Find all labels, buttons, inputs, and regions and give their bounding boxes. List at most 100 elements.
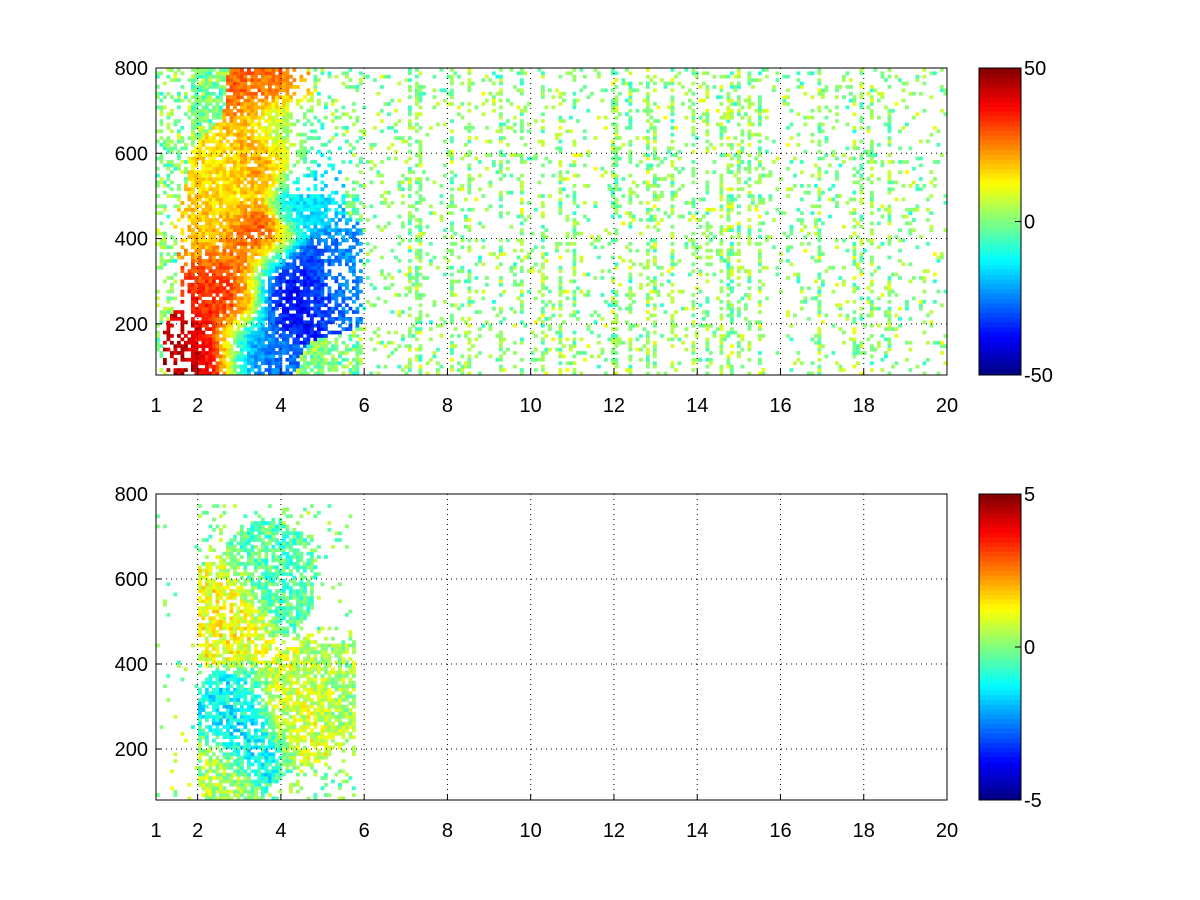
heatmap-cell [369, 371, 374, 376]
heatmap-cell [555, 248, 559, 253]
heatmap-cell [180, 214, 185, 219]
heatmap-cell [338, 170, 342, 175]
heatmap-cell [572, 183, 577, 188]
heatmap-cell [527, 201, 531, 205]
heatmap-cell [306, 364, 311, 369]
heatmap-cell [359, 156, 363, 161]
heatmap-cell [247, 320, 251, 325]
heatmap-cell [236, 320, 241, 325]
heatmap-cell [380, 173, 384, 178]
heatmap-cell [565, 231, 570, 236]
heatmap-cell [562, 354, 566, 359]
heatmap-cell [450, 317, 454, 321]
heatmap-cell [331, 293, 335, 297]
heatmap-cell [285, 115, 290, 120]
heatmap-cell [250, 241, 255, 246]
heatmap-cell [222, 180, 227, 185]
heatmap-cell [320, 269, 325, 273]
heatmap-cell [247, 129, 251, 134]
heatmap-cell [240, 364, 244, 369]
heatmap-cell [408, 187, 412, 192]
heatmap-cell [453, 303, 458, 308]
heatmap-cell [520, 108, 524, 113]
heatmap-cell [614, 238, 619, 243]
heatmap-cell [334, 115, 339, 120]
heatmap-cell [254, 293, 258, 297]
heatmap-cell [408, 259, 412, 263]
heatmap-cell [275, 231, 279, 236]
heatmap-cell [296, 221, 300, 226]
heatmap-cell [261, 259, 265, 263]
heatmap-cell [166, 296, 171, 301]
heatmap-cell [257, 303, 262, 308]
heatmap-cell [170, 351, 174, 355]
heatmap-cell [268, 262, 272, 267]
heatmap-cell [201, 160, 206, 164]
heatmap-cell [649, 313, 654, 318]
heatmap-cell [212, 303, 216, 308]
heatmap-cell [236, 354, 241, 359]
heatmap-cell [208, 187, 213, 192]
heatmap-cell [205, 108, 209, 113]
heatmap-cell [173, 204, 178, 209]
heatmap-cell [212, 354, 216, 359]
heatmap-cell [254, 354, 258, 359]
heatmap-cell [240, 71, 244, 76]
heatmap-cell [292, 78, 297, 82]
heatmap-cell [212, 245, 216, 250]
heatmap-cell [180, 351, 185, 355]
heatmap-cell [376, 371, 381, 376]
heatmap-cell [198, 95, 202, 99]
heatmap-cell [310, 272, 314, 277]
heatmap-cell [191, 238, 195, 243]
heatmap-cell [317, 272, 321, 277]
heatmap-cell [254, 183, 258, 188]
heatmap-cell [205, 201, 209, 205]
heatmap-cell [597, 354, 601, 359]
heatmap-cell [537, 289, 542, 294]
heatmap-cell [250, 129, 255, 134]
heatmap-cell [646, 361, 650, 366]
heatmap-cell [173, 259, 178, 263]
heatmap-cell [187, 357, 192, 362]
heatmap-cell [275, 299, 279, 304]
heatmap-cell [614, 132, 619, 137]
heatmap-cell [208, 149, 213, 154]
heatmap-cell [457, 74, 461, 79]
heatmap-cell [299, 354, 304, 359]
heatmap-cell [621, 143, 626, 147]
heatmap-cell [373, 78, 377, 82]
heatmap-cell [229, 252, 234, 256]
heatmap-cell [201, 125, 206, 130]
heatmap-cell [208, 173, 213, 178]
heatmap-cell [247, 108, 251, 113]
heatmap-cell [541, 245, 545, 250]
heatmap-cell [313, 259, 318, 263]
heatmap-cell [222, 224, 227, 229]
heatmap-cell [415, 207, 419, 212]
heatmap-cell [646, 143, 650, 147]
heatmap-cell [439, 194, 444, 198]
heatmap-cell [646, 303, 650, 308]
heatmap-cell [443, 122, 447, 127]
heatmap-cell [579, 255, 584, 260]
heatmap-cell [450, 282, 454, 287]
heatmap-cell [299, 211, 304, 215]
heatmap-cell [303, 112, 307, 117]
heatmap-cell [236, 357, 241, 362]
heatmap-cell [219, 231, 223, 236]
heatmap-cell [618, 306, 622, 311]
heatmap-cell [275, 265, 279, 270]
heatmap-cell [261, 183, 265, 188]
heatmap-cell [474, 105, 479, 110]
heatmap-cell [436, 371, 440, 376]
heatmap-cell [565, 241, 570, 246]
heatmap-cell [572, 310, 577, 314]
heatmap-cell [572, 201, 577, 205]
heatmap-cell [184, 276, 188, 280]
heatmap-cell [222, 347, 227, 352]
heatmap-cell [250, 105, 255, 110]
heatmap-cell [233, 269, 237, 273]
heatmap-cell [177, 183, 181, 188]
heatmap-cell [422, 276, 426, 280]
